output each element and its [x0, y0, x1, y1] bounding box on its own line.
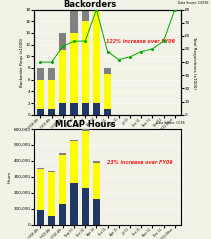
Bar: [93, 199, 100, 225]
Bar: [59, 33, 66, 50]
Bar: [59, 153, 66, 155]
Bar: [37, 109, 44, 115]
Reqs: [39, 61, 42, 64]
Reqs: [84, 40, 87, 43]
Text: Data Source: GCSS: Data Source: GCSS: [156, 121, 184, 125]
Bar: [70, 141, 78, 183]
Bar: [93, 0, 100, 10]
Reqs: [95, 8, 98, 11]
Bar: [82, 188, 89, 225]
Bar: [37, 168, 44, 169]
Bar: [37, 80, 44, 109]
Bar: [59, 50, 66, 103]
Bar: [37, 68, 44, 80]
Bar: [93, 161, 100, 163]
Bar: [70, 10, 78, 33]
Reqs: [62, 45, 64, 48]
Reqs: [140, 50, 142, 53]
Bar: [104, 68, 111, 74]
Bar: [82, 103, 89, 115]
Reqs: [162, 40, 165, 43]
Text: 23% increase over FY09: 23% increase over FY09: [107, 160, 173, 165]
Bar: [93, 103, 100, 115]
Bar: [48, 172, 55, 216]
Bar: [48, 80, 55, 109]
Bar: [82, 21, 89, 103]
Bar: [48, 171, 55, 172]
Title: Backorders: Backorders: [63, 0, 116, 10]
Text: Data Source: D035K: Data Source: D035K: [178, 1, 208, 5]
Reqs: [106, 50, 109, 53]
Reqs: [151, 48, 154, 50]
Bar: [70, 140, 78, 141]
Reqs: [50, 61, 53, 64]
Reqs: [118, 58, 120, 61]
Bar: [70, 33, 78, 103]
Bar: [70, 103, 78, 115]
Bar: [70, 183, 78, 225]
Bar: [59, 155, 66, 204]
Bar: [93, 163, 100, 199]
Bar: [37, 210, 44, 225]
Bar: [48, 109, 55, 115]
Reqs: [73, 40, 75, 43]
Bar: [48, 216, 55, 225]
Bar: [104, 109, 111, 115]
Bar: [59, 204, 66, 225]
Bar: [82, 129, 89, 131]
Reqs: [173, 8, 176, 11]
Bar: [93, 10, 100, 103]
Title: MICAP Hours: MICAP Hours: [55, 120, 116, 129]
Legend: AF, DLA, OTHER, Reqs: AF, DLA, OTHER, Reqs: [66, 173, 114, 178]
Bar: [104, 74, 111, 109]
Bar: [48, 68, 55, 80]
Text: 122% increase over FY09: 122% increase over FY09: [106, 39, 175, 43]
Y-axis label: Total Requisitions (x1000): Total Requisitions (x1000): [192, 36, 196, 89]
Y-axis label: Backorder Reqs (x1000): Backorder Reqs (x1000): [20, 37, 24, 87]
Line: Reqs: Reqs: [40, 9, 176, 63]
Bar: [82, 131, 89, 188]
Bar: [37, 169, 44, 210]
Reqs: [129, 55, 131, 58]
Bar: [82, 4, 89, 21]
Y-axis label: Hours: Hours: [8, 171, 12, 183]
Bar: [59, 103, 66, 115]
